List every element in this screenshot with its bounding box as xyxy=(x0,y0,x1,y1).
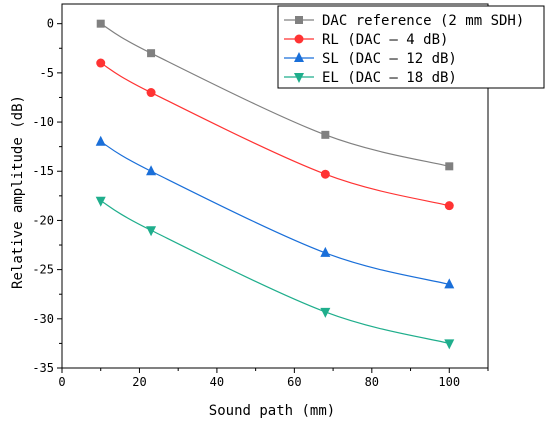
x-tick-label: 100 xyxy=(438,375,460,389)
x-tick-label: 20 xyxy=(132,375,146,389)
data-point xyxy=(146,88,156,98)
series-line xyxy=(100,23,450,167)
legend-marker xyxy=(294,52,304,62)
axes: 0 20 40 60 80 100 0 -5 -10 -15 -20 -25 -30 -35 xyxy=(32,3,489,389)
y-tick-label: -30 xyxy=(32,312,54,326)
series-line xyxy=(100,141,450,285)
x-tick-label: 40 xyxy=(210,375,224,389)
data-point xyxy=(96,58,106,68)
legend-label: EL (DAC – 18 dB) xyxy=(322,70,457,86)
data-point xyxy=(320,307,331,318)
legend-label: RL (DAC – 4 dB) xyxy=(322,32,448,48)
plot-frame xyxy=(61,3,489,369)
x-tick-label: 80 xyxy=(365,375,379,389)
x-tick-label: 0 xyxy=(58,375,65,389)
y-tick-label: -35 xyxy=(32,361,54,375)
x-axis-title: Sound path (mm) xyxy=(209,403,335,419)
series-line xyxy=(100,62,450,207)
data-point xyxy=(320,246,331,257)
y-tick-label: 0 xyxy=(47,17,54,31)
data-point xyxy=(96,19,105,28)
legend-marker xyxy=(294,73,304,83)
y-tick-label: -5 xyxy=(40,66,54,80)
data-point xyxy=(320,169,330,179)
data-point xyxy=(321,130,330,139)
series-group xyxy=(95,19,455,350)
data-point xyxy=(444,278,455,289)
legend-marker xyxy=(295,16,303,24)
data-point xyxy=(445,162,454,171)
legend-box xyxy=(277,5,545,89)
x-tick-label: 60 xyxy=(287,375,301,389)
data-point xyxy=(95,135,106,146)
series-line xyxy=(100,200,450,344)
y-tick-label: -25 xyxy=(32,263,54,277)
data-point xyxy=(147,49,156,58)
data-point xyxy=(95,196,106,207)
y-tick-label: -20 xyxy=(32,213,54,227)
data-point xyxy=(444,339,455,350)
y-tick-label: -10 xyxy=(32,115,54,129)
legend: DAC reference (2 mm SDH) RL (DAC – 4 dB) S… xyxy=(277,5,545,89)
data-point xyxy=(146,226,157,237)
legend-label: SL (DAC – 12 dB) xyxy=(322,51,457,67)
data-point xyxy=(146,165,157,176)
y-axis-title: Relative amplitude (dB) xyxy=(10,95,26,289)
legend-label: DAC reference (2 mm SDH) xyxy=(322,13,524,29)
data-point xyxy=(444,201,454,211)
y-tick-label: -15 xyxy=(32,164,54,178)
legend-marker xyxy=(294,34,304,44)
